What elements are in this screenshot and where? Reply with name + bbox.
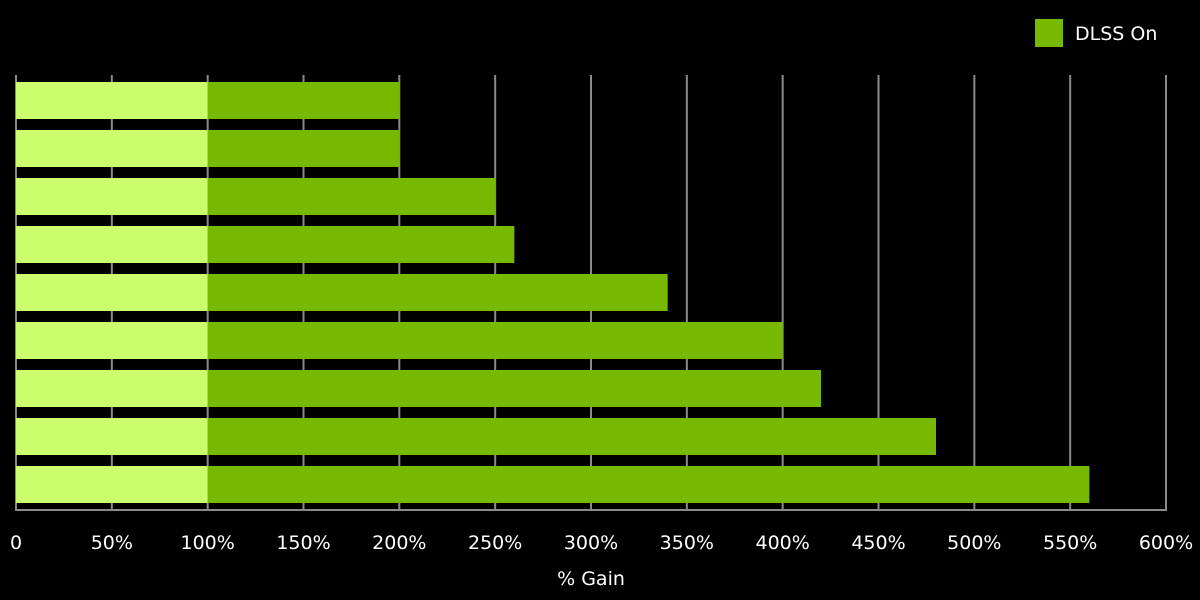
bar-base-segment — [16, 178, 208, 215]
bar-dlss-on-segment — [207, 322, 783, 359]
x-tick-label: 150% — [276, 532, 330, 554]
legend: DLSS On — [1035, 19, 1157, 47]
x-tick-label: 200% — [372, 532, 426, 554]
bar-base-segment — [16, 418, 208, 455]
x-tick-label: 600% — [1139, 532, 1193, 554]
bar-dlss-on-segment — [207, 418, 936, 455]
x-axis-label: % Gain — [557, 568, 625, 590]
bar-base-segment — [16, 322, 208, 359]
bars — [16, 82, 1090, 503]
bar-dlss-on-segment — [207, 82, 400, 119]
x-tick-label: 100% — [181, 532, 235, 554]
x-tick-label: 50% — [91, 532, 133, 554]
x-tick-label: 250% — [468, 532, 522, 554]
x-tick-labels: 0 50% 100% 150% 200% 250% 300% 350% 400% 450% 500%… — [10, 532, 1193, 554]
x-tick-label: 400% — [756, 532, 810, 554]
legend-swatch-dlss-on — [1035, 19, 1063, 47]
x-tick-label: 450% — [851, 532, 905, 554]
bar-dlss-on-segment — [207, 370, 821, 407]
bar-base-segment — [16, 82, 208, 119]
bar-base-segment — [16, 370, 208, 407]
bar-dlss-on-segment — [207, 130, 400, 167]
bar-dlss-on-segment — [207, 226, 515, 263]
x-tick-label: 500% — [947, 532, 1001, 554]
bar-base-segment — [16, 130, 208, 167]
bar-dlss-on-segment — [207, 178, 496, 215]
x-tick-label: 0 — [10, 532, 22, 554]
x-tick-label: 350% — [660, 532, 714, 554]
bar-base-segment — [16, 274, 208, 311]
x-tick-label: 550% — [1043, 532, 1097, 554]
bar-base-segment — [16, 466, 208, 503]
bar-base-segment — [16, 226, 208, 263]
bar-dlss-on-segment — [207, 274, 668, 311]
x-tick-label: 300% — [564, 532, 618, 554]
bar-dlss-on-segment — [207, 466, 1090, 503]
legend-label-dlss-on: DLSS On — [1075, 23, 1157, 45]
